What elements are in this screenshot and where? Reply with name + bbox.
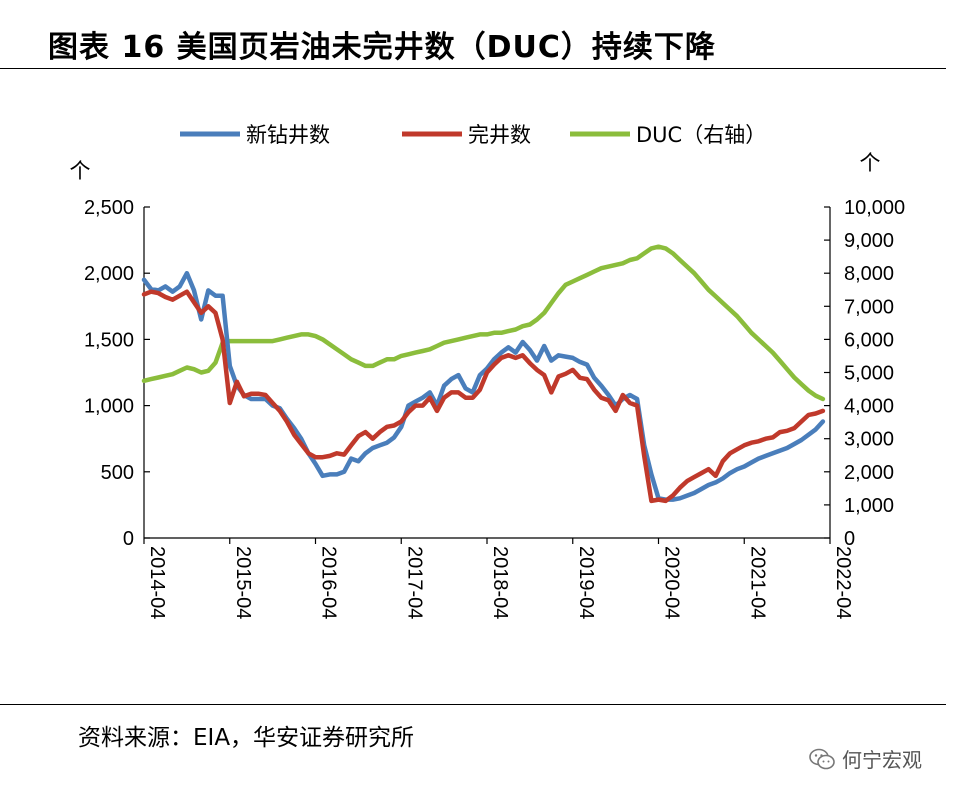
right-tick-label: 3,000 bbox=[844, 429, 894, 451]
right-tick-label: 7,000 bbox=[844, 296, 894, 318]
x-tick-label: 2015-04 bbox=[232, 546, 254, 619]
source-divider bbox=[0, 704, 946, 705]
title-divider bbox=[0, 68, 946, 69]
source-note: 资料来源：EIA，华安证券研究所 bbox=[78, 725, 415, 751]
right-axis-unit: 个 bbox=[860, 151, 881, 175]
right-y-axis: 0 1,000 2,000 3,000 4,000 5,000 6,000 7,000 8,00… bbox=[824, 151, 905, 550]
right-tick-label: 1,000 bbox=[844, 495, 894, 517]
left-tick-label: 0 bbox=[123, 528, 134, 550]
x-tick-label: 2019-04 bbox=[575, 546, 597, 619]
left-tick-label: 2,000 bbox=[84, 263, 134, 285]
left-axis-unit: 个 bbox=[70, 159, 91, 183]
x-tick-label: 2021-04 bbox=[746, 546, 768, 619]
watermark: 何宁宏观 bbox=[808, 744, 922, 773]
x-tick-label: 2016-04 bbox=[318, 546, 340, 619]
x-tick-label: 2014-04 bbox=[146, 546, 168, 619]
series-line-3 bbox=[141, 244, 826, 402]
right-tick-label: 2,000 bbox=[844, 462, 894, 484]
legend-label: DUC（右轴） bbox=[636, 123, 766, 147]
chart-legend: 新钻井数 完井数 DUC（右轴） bbox=[180, 123, 766, 147]
series-line-1 bbox=[141, 270, 826, 502]
line-chart: 新钻井数 完井数 DUC（右轴） 0 500 1,000 1,500 2,000 2,500 个… bbox=[70, 123, 906, 619]
right-tick-label: 9,000 bbox=[844, 230, 894, 252]
series-line-2 bbox=[141, 289, 826, 504]
left-y-axis: 0 500 1,000 1,500 2,000 2,500 个 bbox=[70, 159, 150, 550]
right-tick-label: 6,000 bbox=[844, 329, 894, 351]
right-tick-label: 8,000 bbox=[844, 263, 894, 285]
right-tick-label: 4,000 bbox=[844, 396, 894, 418]
right-tick-label: 5,000 bbox=[844, 363, 894, 385]
legend-label: 完井数 bbox=[468, 123, 531, 147]
chart-series bbox=[141, 244, 826, 504]
left-tick-label: 1,000 bbox=[84, 396, 134, 418]
x-tick-label: 2018-04 bbox=[489, 546, 511, 619]
x-tick-label: 2017-04 bbox=[403, 546, 425, 619]
left-tick-label: 1,500 bbox=[84, 329, 134, 351]
left-tick-label: 2,500 bbox=[84, 197, 134, 219]
figure-title: 图表 16 美国页岩油未完井数（DUC）持续下降 bbox=[48, 30, 716, 65]
left-tick-label: 500 bbox=[101, 462, 134, 484]
x-tick-label: 2020-04 bbox=[661, 546, 683, 619]
x-axis: 2014-04 2015-04 2016-04 2017-04 2018-04 2019-… bbox=[143, 537, 854, 619]
right-tick-label: 0 bbox=[844, 528, 855, 550]
x-tick-label: 2022-04 bbox=[832, 546, 854, 619]
watermark-text: 何宁宏观 bbox=[842, 748, 922, 772]
wechat-icon bbox=[809, 748, 835, 769]
legend-label: 新钻井数 bbox=[246, 123, 330, 147]
right-tick-label: 10,000 bbox=[844, 197, 905, 219]
